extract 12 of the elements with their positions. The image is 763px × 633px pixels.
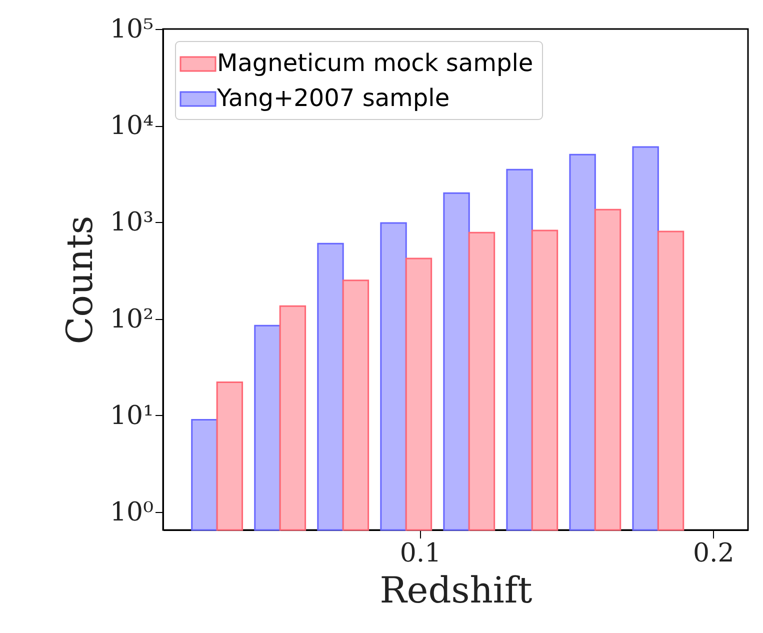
- y-tick-label: 10²: [110, 304, 154, 334]
- y-tick-label: 10³: [110, 208, 154, 238]
- x-axis-title: Redshift: [380, 570, 533, 612]
- y-tick-label: 10⁰: [110, 497, 154, 528]
- legend-label: Yang+2007 sample: [216, 84, 450, 112]
- x-tick-label: 0.1: [400, 538, 442, 568]
- y-axis-title: Counts: [60, 216, 101, 344]
- y-tick-label: 10⁵: [110, 14, 154, 44]
- legend-label: Magneticum mock sample: [217, 49, 534, 77]
- x-tick-label: 0.2: [692, 538, 734, 568]
- y-tick-label: 10¹: [110, 400, 154, 431]
- y-tick-label: 10⁴: [110, 111, 154, 142]
